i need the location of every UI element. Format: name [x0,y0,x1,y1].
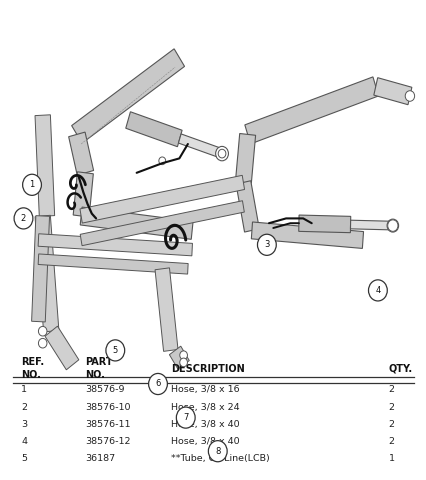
Polygon shape [236,181,259,232]
Text: 7: 7 [183,413,188,422]
Text: 2: 2 [388,437,394,446]
Text: PART
NO.: PART NO. [85,358,113,380]
Polygon shape [126,112,181,147]
Polygon shape [373,78,411,105]
Text: 5: 5 [21,455,27,463]
Text: 4: 4 [374,286,380,295]
Text: DESCRIPTION: DESCRIPTION [170,364,244,373]
Text: 2: 2 [388,403,394,411]
Polygon shape [32,216,49,322]
Text: 1: 1 [21,385,27,394]
Circle shape [158,157,165,165]
Text: 3: 3 [264,240,269,249]
Text: Hose, 3/8 x 24: Hose, 3/8 x 24 [170,403,239,411]
Polygon shape [38,234,192,256]
Circle shape [179,358,187,367]
Text: 1: 1 [29,180,35,189]
Polygon shape [72,49,184,143]
Text: 3: 3 [21,420,27,429]
Text: **Tube, Oil Line(LCB): **Tube, Oil Line(LCB) [170,455,269,463]
Circle shape [14,208,33,229]
Circle shape [215,146,228,161]
Circle shape [404,91,414,101]
Circle shape [208,441,227,462]
Text: Hose, 3/8 x 40: Hose, 3/8 x 40 [170,420,239,429]
Polygon shape [35,115,55,216]
Text: 2: 2 [21,214,26,223]
Circle shape [106,340,124,361]
Text: 38576-12: 38576-12 [85,437,131,446]
Text: QTY.: QTY. [388,364,412,373]
Text: 1: 1 [388,455,394,463]
Text: 8: 8 [215,447,220,456]
Text: 2: 2 [388,385,394,394]
Polygon shape [35,216,59,332]
Circle shape [38,326,47,336]
Polygon shape [251,222,363,249]
Polygon shape [155,268,178,351]
Polygon shape [38,254,188,274]
Polygon shape [169,346,189,369]
Circle shape [179,351,187,360]
Circle shape [257,234,276,255]
Circle shape [386,219,398,232]
Text: 36187: 36187 [85,455,115,463]
Text: 6: 6 [155,380,160,388]
Text: 38576-11: 38576-11 [85,420,131,429]
Text: 2: 2 [21,403,27,411]
Circle shape [148,373,167,395]
Circle shape [218,149,225,158]
Text: 38576-10: 38576-10 [85,403,131,411]
Text: 4: 4 [21,437,27,446]
Polygon shape [244,77,378,144]
Polygon shape [235,133,255,183]
Text: REF.
NO.: REF. NO. [21,358,44,380]
Polygon shape [73,172,93,217]
Polygon shape [69,132,93,175]
Polygon shape [178,134,223,158]
Circle shape [23,174,41,195]
Circle shape [176,407,195,428]
Text: Hose, 3/8 x 16: Hose, 3/8 x 16 [170,385,239,394]
Circle shape [368,280,386,301]
Text: 2: 2 [388,420,394,429]
Text: 5: 5 [112,346,118,355]
Circle shape [38,338,47,348]
Text: 38576-9: 38576-9 [85,385,125,394]
Circle shape [387,220,397,231]
Polygon shape [298,215,350,233]
Polygon shape [80,207,193,240]
Polygon shape [350,220,392,230]
Text: Hose, 3/8 x 40: Hose, 3/8 x 40 [170,437,239,446]
Polygon shape [45,326,79,370]
Polygon shape [80,175,244,223]
Polygon shape [80,201,244,246]
